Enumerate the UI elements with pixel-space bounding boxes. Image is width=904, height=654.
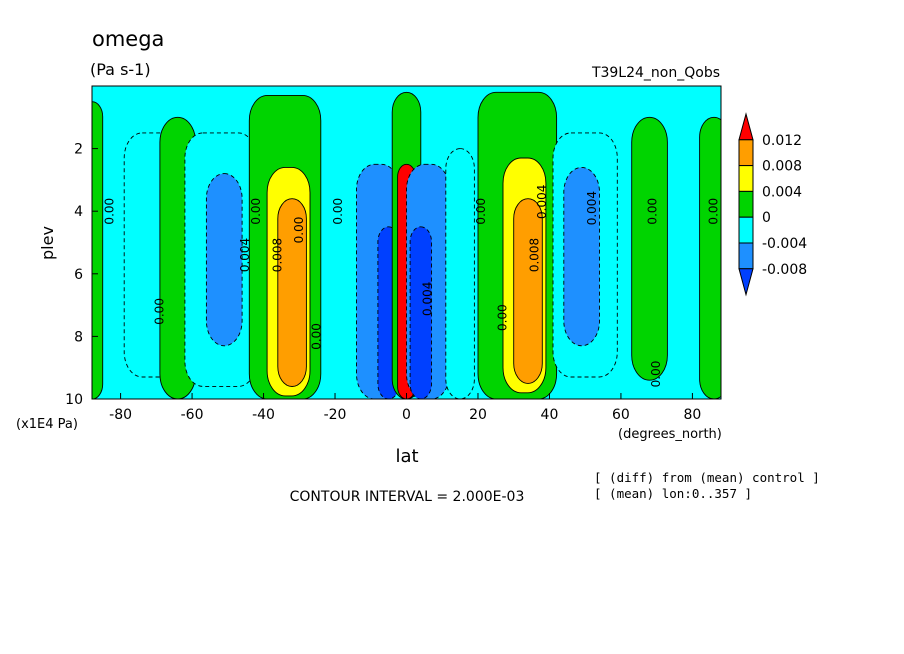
note-mean: [ (mean) lon:0..357 ] [594, 486, 752, 501]
contour-value-label: 0.004 [585, 191, 599, 225]
contour-value-label: 0.00 [474, 198, 488, 225]
contour-value-label: 0.00 [152, 298, 166, 325]
x-tick-label: 20 [469, 407, 487, 423]
x-tick-label: -60 [181, 407, 204, 423]
contour-value-label: 0.00 [310, 323, 324, 350]
colorbar-swatch [738, 242, 754, 270]
colorbar-swatch [738, 139, 754, 167]
x-tick-label: 40 [541, 407, 559, 423]
contour-value-label: 0.00 [496, 304, 510, 331]
colorbar-label: -0.004 [762, 236, 807, 252]
contour-region-positive [513, 198, 543, 384]
x-tick-label: 60 [612, 407, 630, 423]
colorbar-label: 0.004 [762, 184, 802, 200]
colorbar-swatch [738, 216, 754, 244]
colorbar-swatch [738, 268, 754, 297]
chart-title: omega [92, 27, 164, 51]
colorbar: 0.012 0.008 0.004 0 -0.004 -0.008 [738, 112, 807, 297]
y-tick-label: 8 [74, 329, 83, 345]
colorbar-label: 0 [762, 210, 771, 226]
contour-value-label: 0.00 [331, 198, 345, 225]
contour-region-positive [277, 198, 307, 387]
contour-value-label: 0.004 [420, 282, 434, 316]
contour-region-positive [631, 116, 668, 381]
x-tick-label: -80 [109, 407, 132, 423]
y-axis-label: plev [38, 226, 57, 260]
x-tick-label: -20 [324, 407, 347, 423]
x-tick-label: -40 [252, 407, 275, 423]
x-axis-units: (degrees_north) [618, 427, 722, 442]
y-tick-label: 2 [74, 142, 83, 158]
contour-label-layer: 0.00 0.00 0.004 0.00 0.008 0.00 0.00 0.00 0.004 0… [102, 185, 720, 388]
note-diff: [ (diff) from (mean) control ] [594, 470, 820, 485]
x-tick-label: 0 [402, 407, 411, 423]
colorbar-label: -0.008 [762, 262, 807, 278]
contour-value-label: 0.00 [706, 198, 720, 225]
contour-region-negative [409, 226, 432, 399]
chart-units: (Pa s-1) [90, 60, 151, 79]
x-axis: -80 -60 -40 -20 0 20 40 60 80 [109, 393, 701, 423]
contour-value-label: 0.00 [249, 198, 263, 225]
colorbar-swatch [738, 190, 754, 218]
contour-region-positive [699, 116, 721, 399]
contour-region-negative [205, 173, 243, 347]
y-tick-label: 4 [74, 204, 83, 220]
colorbar-swatch [738, 165, 754, 192]
y-tick-label: 10 [65, 392, 83, 408]
contour-value-label: 0.00 [649, 361, 663, 388]
contour-interval: CONTOUR INTERVAL = 2.000E-03 [290, 489, 525, 505]
x-axis-label: lat [395, 446, 418, 467]
contour-fields [92, 91, 721, 399]
contour-value-label: 0.00 [292, 217, 306, 244]
contour-value-label: 0.008 [528, 238, 542, 272]
colorbar-label: 0.012 [762, 133, 802, 149]
x-tick-label: 80 [683, 407, 701, 423]
y-tick-label: 6 [74, 267, 83, 283]
colorbar-swatch [738, 112, 754, 141]
contour-region-negative [563, 166, 600, 347]
contour-value-label: 0.008 [270, 238, 284, 272]
y-axis: 2 4 6 8 10 [65, 142, 98, 408]
contour-value-label: 0.00 [646, 198, 660, 225]
y-axis-units: (x1E4 Pa) [16, 417, 78, 432]
plot-area: 0.00 0.00 0.004 0.00 0.008 0.00 0.00 0.00 0.004 0… [91, 85, 722, 400]
contour-region-negative [445, 148, 475, 399]
colorbar-label: 0.008 [762, 159, 802, 175]
run-label: T39L24_non_Qobs [591, 65, 720, 81]
contour-value-label: 0.004 [238, 238, 252, 272]
contour-value-label: 0.004 [535, 185, 549, 219]
contour-value-label: 0.00 [102, 198, 116, 225]
